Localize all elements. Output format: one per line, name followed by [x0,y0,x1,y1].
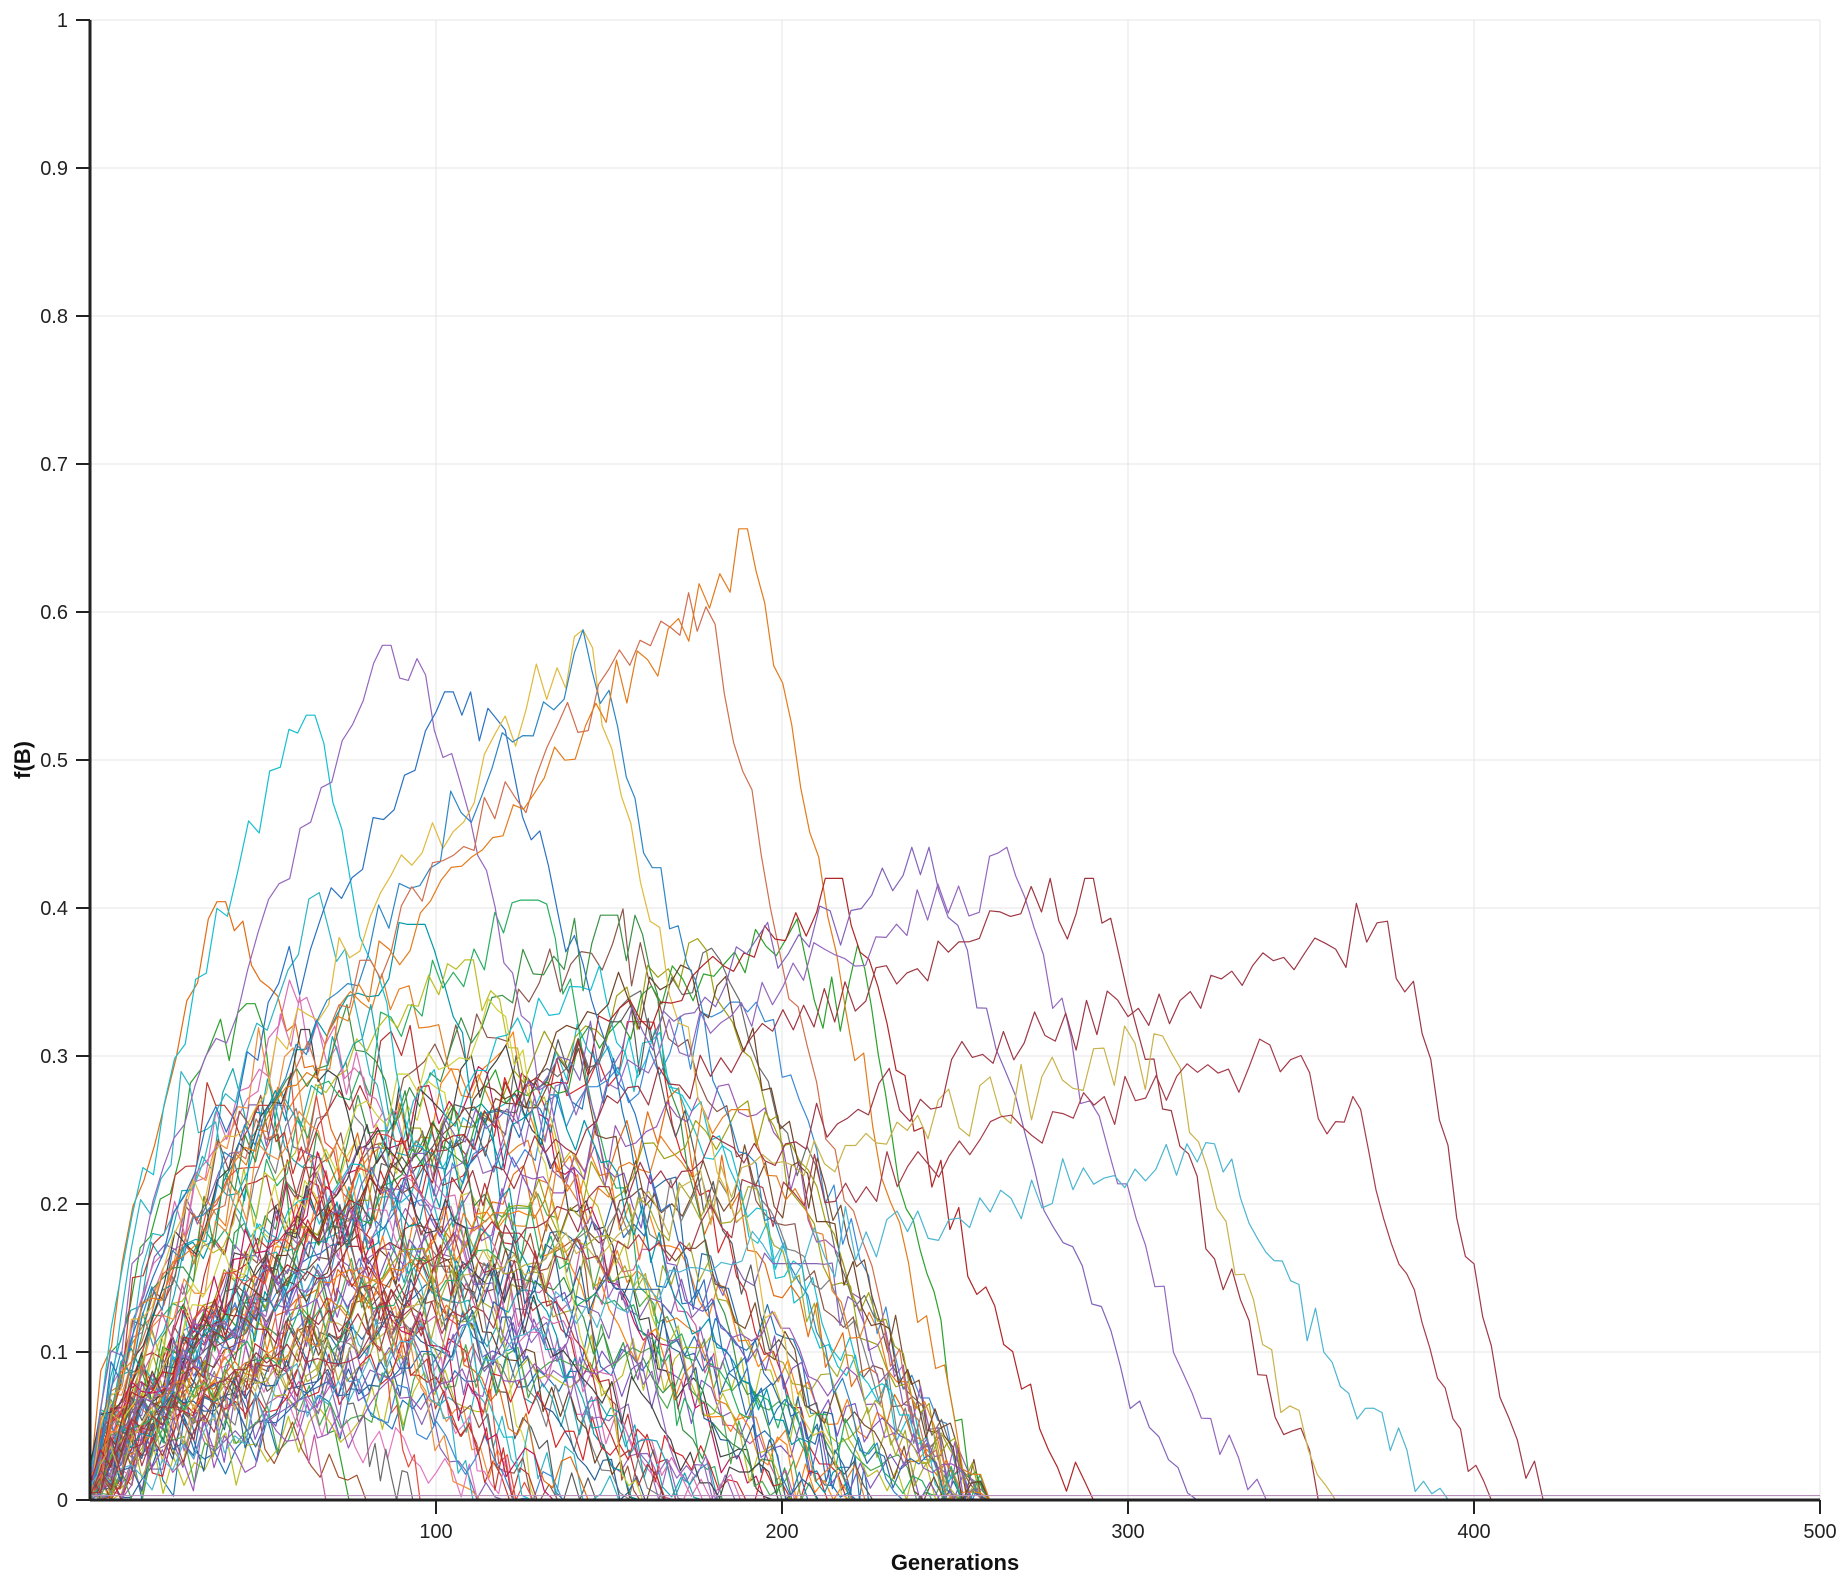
x-tick-label: 400 [1457,1521,1490,1543]
line-chart: 0 0.1 0.2 0.3 0.4 0.5 0.6 0.7 0.8 0.9 1 100 200 300 40… [0,0,1848,1591]
y-tick-label: 0.9 [40,158,68,180]
x-tick-label: 100 [419,1521,452,1543]
y-tick-label: 0.8 [40,306,68,328]
x-tick-label: 200 [765,1521,798,1543]
y-tick-label: 0.4 [40,898,68,920]
y-tick-label: 0.3 [40,1046,68,1068]
y-tick-label: 0.2 [40,1194,68,1216]
x-axis-label: Generations [891,1550,1019,1575]
y-tick-label: 0.1 [40,1342,68,1364]
chart-container: 0 0.1 0.2 0.3 0.4 0.5 0.6 0.7 0.8 0.9 1 100 200 300 40… [0,0,1848,1591]
y-tick-label: 0.6 [40,602,68,624]
x-tick-label: 300 [1111,1521,1144,1543]
y-tick-label: 0 [57,1490,68,1512]
x-tick-label: 500 [1803,1521,1836,1543]
y-axis-label: f(B) [10,741,35,779]
y-tick-label: 0.5 [40,750,68,772]
y-tick-label: 0.7 [40,454,68,476]
y-tick-label: 1 [57,10,68,32]
